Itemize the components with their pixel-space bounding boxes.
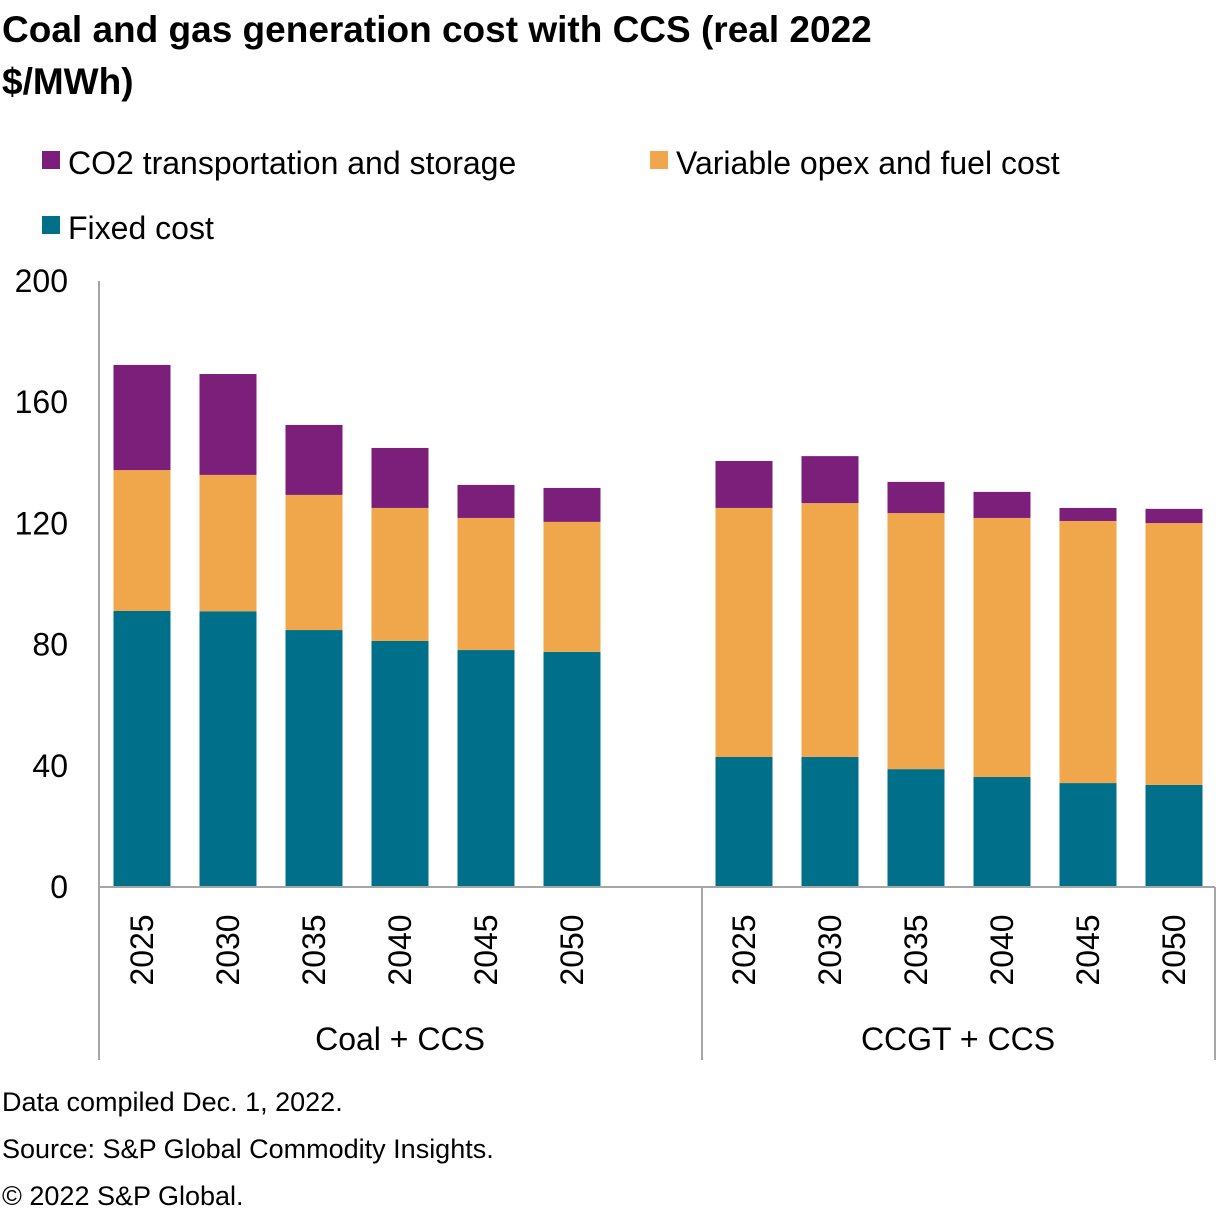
bar-segment [113, 364, 171, 471]
bar-segment [371, 507, 429, 641]
legend-swatch [650, 151, 668, 169]
footnote-source: Source: S&P Global Commodity Insights. [2, 1134, 494, 1164]
bar-segment [371, 447, 429, 508]
bar-segment [887, 513, 945, 770]
bar-segment [715, 460, 773, 508]
bar-segment [1059, 520, 1117, 784]
bar-segment [1145, 508, 1203, 524]
bar-segment [457, 484, 515, 518]
footnote-date: Data compiled Dec. 1, 2022. [2, 1087, 343, 1117]
bar-segment [801, 757, 859, 887]
x-tick-label: 2035 [898, 914, 934, 985]
bar-segment [543, 651, 601, 887]
bar-segment [1059, 507, 1117, 521]
y-tick-label: 160 [15, 384, 68, 420]
bar-segment [457, 650, 515, 887]
x-tick-label: 2040 [382, 914, 418, 985]
bar-segment [199, 611, 257, 887]
plot-area: 0 40 80 120 160 200 2025 2030 2035 2040 2045 2050 Co… [15, 263, 1216, 1060]
bar-segment [1145, 523, 1203, 785]
bar-segment [801, 456, 859, 504]
bar-segment [543, 487, 601, 522]
legend-swatch [42, 151, 60, 169]
y-tick-label: 80 [32, 627, 68, 663]
bar-segment [973, 777, 1031, 887]
bar-segment [973, 491, 1031, 518]
legend: CO2 transportation and storage Variable o… [42, 145, 1060, 246]
legend-label: Variable opex and fuel cost [676, 145, 1060, 181]
x-tick-label: 2050 [554, 914, 590, 985]
x-tick-label: 2025 [726, 914, 762, 985]
x-tick-label: 2045 [1070, 914, 1106, 985]
bar-segment [543, 521, 601, 652]
y-tick-label: 0 [50, 869, 68, 905]
bar-segment [199, 374, 257, 475]
group-label: CCGT + CCS [861, 1021, 1055, 1057]
bar-segment [973, 517, 1031, 778]
bar-segment [285, 424, 343, 495]
bar-segment [887, 481, 945, 514]
bar-segment [371, 640, 429, 887]
x-tick-label: 2030 [812, 914, 848, 985]
bar-segment [887, 769, 945, 887]
x-tick-label: 2045 [468, 914, 504, 985]
x-tick-label: 2035 [296, 914, 332, 985]
bar-segment [285, 494, 343, 631]
x-tick-label: 2030 [210, 914, 246, 985]
y-tick-label: 40 [32, 748, 68, 784]
footnote-copyright: © 2022 S&P Global. [2, 1181, 244, 1211]
bar-segment [715, 757, 773, 887]
bar-segment [199, 474, 257, 612]
chart-title-line-2: $/MWh) [2, 61, 134, 102]
y-tick-label: 200 [15, 263, 68, 299]
chart-title-line-1: Coal and gas generation cost with CCS (r… [2, 9, 872, 50]
bar-segment [113, 610, 171, 887]
bar-segment [801, 503, 859, 758]
bar-segment [285, 630, 343, 887]
x-tick-label: 2040 [984, 914, 1020, 985]
legend-swatch [42, 216, 60, 234]
y-tick-label: 120 [15, 505, 68, 541]
bar-segment [1145, 784, 1203, 887]
bar-segment [113, 470, 171, 611]
x-tick-label: 2025 [124, 914, 160, 985]
bar-segment [457, 517, 515, 651]
x-tick-label: 2050 [1156, 914, 1192, 985]
bar-segment [715, 507, 773, 758]
group-label: Coal + CCS [315, 1021, 485, 1057]
legend-label: CO2 transportation and storage [68, 145, 516, 181]
bar-segment [1059, 783, 1117, 887]
legend-label: Fixed cost [68, 210, 214, 246]
